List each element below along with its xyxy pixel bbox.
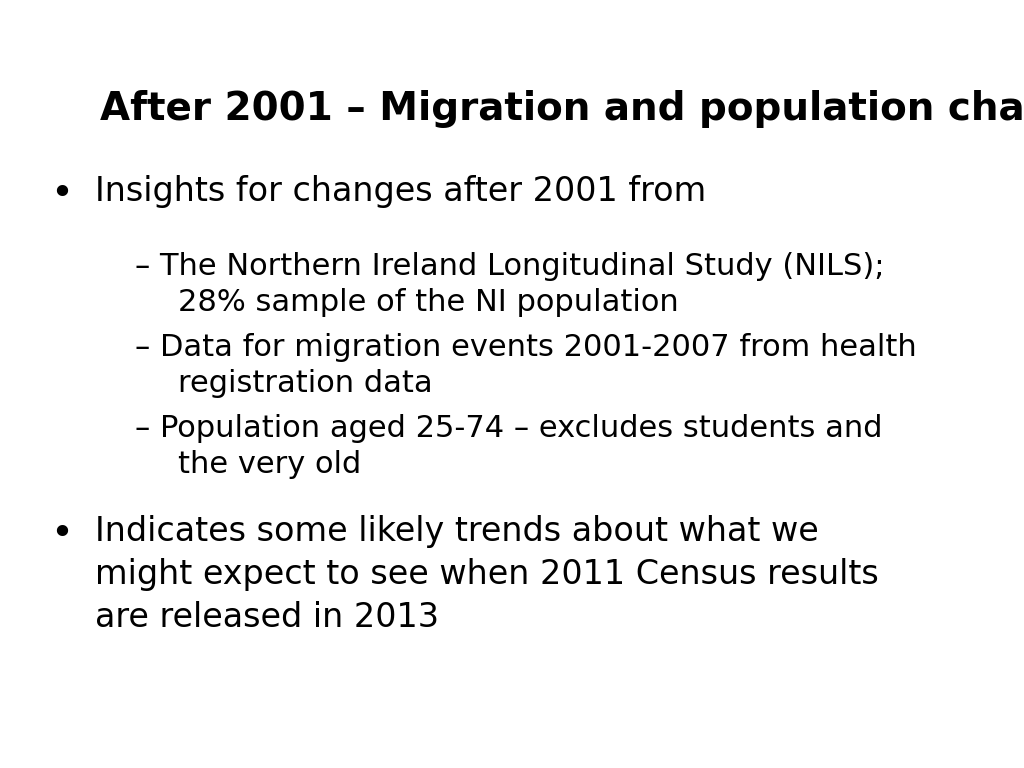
Text: – Population aged 25-74 – excludes students and: – Population aged 25-74 – excludes stude…: [135, 414, 883, 443]
Text: – The Northern Ireland Longitudinal Study (NILS);: – The Northern Ireland Longitudinal Stud…: [135, 252, 885, 281]
Text: the very old: the very old: [178, 450, 361, 479]
Text: 28% sample of the NI population: 28% sample of the NI population: [178, 288, 679, 317]
Text: •: •: [50, 175, 73, 213]
Text: •: •: [50, 515, 73, 553]
Text: might expect to see when 2011 Census results: might expect to see when 2011 Census res…: [95, 558, 879, 591]
Text: Insights for changes after 2001 from: Insights for changes after 2001 from: [95, 175, 707, 208]
Text: registration data: registration data: [178, 369, 432, 398]
Text: Indicates some likely trends about what we: Indicates some likely trends about what …: [95, 515, 819, 548]
Text: After 2001 – Migration and population change: After 2001 – Migration and population ch…: [100, 90, 1024, 128]
Text: are released in 2013: are released in 2013: [95, 601, 439, 634]
Text: – Data for migration events 2001-2007 from health: – Data for migration events 2001-2007 fr…: [135, 333, 916, 362]
